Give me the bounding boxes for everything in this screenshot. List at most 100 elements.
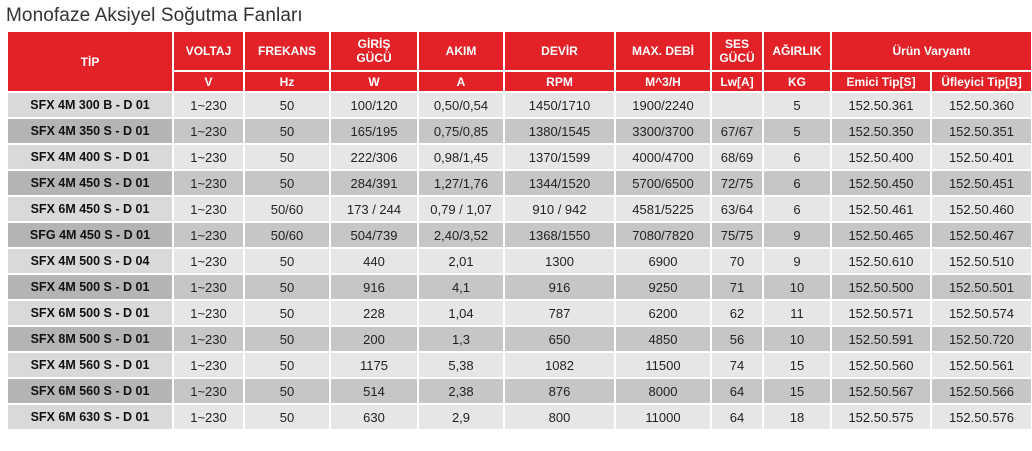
cell-voltaj: 1~230	[174, 405, 245, 431]
variant-emici-tip: Emici Tip[S]	[832, 72, 932, 93]
cell-ses-gucu: 72/75	[712, 171, 764, 197]
cell-max-debi: 1900/2240	[616, 93, 712, 119]
cell-emici-tip: 152.50.450	[832, 171, 932, 197]
cell-voltaj: 1~230	[174, 379, 245, 405]
cell-emici-tip: 152.50.591	[832, 327, 932, 353]
cell-ses-gucu: 67/67	[712, 119, 764, 145]
cell-devir: 800	[505, 405, 616, 431]
cell-giris-gucu: 440	[331, 249, 419, 275]
cell-akim: 1,04	[419, 301, 505, 327]
cell-giris-gucu: 165/195	[331, 119, 419, 145]
cell-frekans: 50	[245, 249, 331, 275]
cell-tip: SFX 4M 350 S - D 01	[8, 119, 174, 145]
cell-agirlik: 11	[764, 301, 832, 327]
cell-voltaj: 1~230	[174, 249, 245, 275]
cell-ses-gucu: 71	[712, 275, 764, 301]
cell-frekans: 50	[245, 353, 331, 379]
cell-max-debi: 4581/5225	[616, 197, 712, 223]
table-row: SFX 4M 500 S - D 04 1~230 50 440 2,01 1300 690…	[8, 249, 1031, 275]
cell-max-debi: 4000/4700	[616, 145, 712, 171]
cell-agirlik: 9	[764, 249, 832, 275]
cell-voltaj: 1~230	[174, 145, 245, 171]
cell-frekans: 50	[245, 301, 331, 327]
cell-giris-gucu: 630	[331, 405, 419, 431]
cell-frekans: 50	[245, 119, 331, 145]
cell-tip: SFX 8M 500 S - D 01	[8, 327, 174, 353]
cell-agirlik: 18	[764, 405, 832, 431]
cell-voltaj: 1~230	[174, 327, 245, 353]
cell-tip: SFX 6M 450 S - D 01	[8, 197, 174, 223]
unit-row: V Hz W A RPM M^3/H Lw[A] KG Emici Tip[S]…	[8, 72, 1031, 93]
table-row: SFX 6M 630 S - D 01 1~230 50 630 2,9 800 11000…	[8, 405, 1031, 431]
cell-agirlik: 6	[764, 197, 832, 223]
cell-agirlik: 15	[764, 353, 832, 379]
cell-akim: 0,79 / 1,07	[419, 197, 505, 223]
cell-ufleyici-tip: 152.50.574	[932, 301, 1031, 327]
cell-max-debi: 9250	[616, 275, 712, 301]
cell-ses-gucu: 64	[712, 379, 764, 405]
unit-agirlik: KG	[764, 72, 832, 93]
unit-max-debi: M^3/H	[616, 72, 712, 93]
cell-devir: 876	[505, 379, 616, 405]
cell-devir: 1082	[505, 353, 616, 379]
cell-emici-tip: 152.50.400	[832, 145, 932, 171]
cell-ufleyici-tip: 152.50.576	[932, 405, 1031, 431]
cell-devir: 916	[505, 275, 616, 301]
cell-akim: 0,50/0,54	[419, 93, 505, 119]
cell-emici-tip: 152.50.461	[832, 197, 932, 223]
cell-agirlik: 10	[764, 275, 832, 301]
table-row: SFX 4M 300 B - D 01 1~230 50 100/120 0,50/0,…	[8, 93, 1031, 119]
page-title: Monofaze Aksiyel Soğutma Fanları	[6, 5, 303, 26]
cell-giris-gucu: 173 / 244	[331, 197, 419, 223]
cell-emici-tip: 152.50.571	[832, 301, 932, 327]
table-row: SFX 8M 500 S - D 01 1~230 50 200 1,3 650 4850 5…	[8, 327, 1031, 353]
cell-voltaj: 1~230	[174, 353, 245, 379]
cell-akim: 0,98/1,45	[419, 145, 505, 171]
cell-tip: SFX 6M 630 S - D 01	[8, 405, 174, 431]
cell-akim: 1,27/1,76	[419, 171, 505, 197]
cell-devir: 1300	[505, 249, 616, 275]
cell-frekans: 50	[245, 171, 331, 197]
cell-voltaj: 1~230	[174, 171, 245, 197]
cell-frekans: 50	[245, 93, 331, 119]
column-header-max-debi: MAX. DEBİ	[616, 32, 712, 72]
cell-voltaj: 1~230	[174, 93, 245, 119]
cell-akim: 2,9	[419, 405, 505, 431]
cell-emici-tip: 152.50.560	[832, 353, 932, 379]
unit-voltaj: V	[174, 72, 245, 93]
cell-akim: 0,75/0,85	[419, 119, 505, 145]
cell-devir: 1368/1550	[505, 223, 616, 249]
cell-giris-gucu: 504/739	[331, 223, 419, 249]
cell-tip: SFX 4M 500 S - D 04	[8, 249, 174, 275]
cell-ufleyici-tip: 152.50.467	[932, 223, 1031, 249]
cell-devir: 650	[505, 327, 616, 353]
cell-ses-gucu: 74	[712, 353, 764, 379]
cell-max-debi: 3300/3700	[616, 119, 712, 145]
cell-ufleyici-tip: 152.50.451	[932, 171, 1031, 197]
column-header-agirlik: AĞIRLIK	[764, 32, 832, 72]
cell-ses-gucu: 70	[712, 249, 764, 275]
table-row: SFX 6M 450 S - D 01 1~230 50/60 173 / 244 0,…	[8, 197, 1031, 223]
cell-ufleyici-tip: 152.50.720	[932, 327, 1031, 353]
table-row: SFX 4M 400 S - D 01 1~230 50 222/306 0,98/1,…	[8, 145, 1031, 171]
cell-max-debi: 11000	[616, 405, 712, 431]
cell-ufleyici-tip: 152.50.566	[932, 379, 1031, 405]
cell-ufleyici-tip: 152.50.501	[932, 275, 1031, 301]
table-row: SFX 6M 500 S - D 01 1~230 50 228 1,04 787 6200…	[8, 301, 1031, 327]
cell-devir: 1450/1710	[505, 93, 616, 119]
unit-devir: RPM	[505, 72, 616, 93]
cell-emici-tip: 152.50.575	[832, 405, 932, 431]
cell-devir: 1380/1545	[505, 119, 616, 145]
cell-devir: 787	[505, 301, 616, 327]
cell-akim: 1,3	[419, 327, 505, 353]
cell-emici-tip: 152.50.567	[832, 379, 932, 405]
cell-tip: SFX 4M 560 S - D 01	[8, 353, 174, 379]
cell-frekans: 50	[245, 275, 331, 301]
cell-ufleyici-tip: 152.50.510	[932, 249, 1031, 275]
cell-tip: SFX 4M 300 B - D 01	[8, 93, 174, 119]
cell-giris-gucu: 200	[331, 327, 419, 353]
cell-max-debi: 6200	[616, 301, 712, 327]
cell-ufleyici-tip: 152.50.351	[932, 119, 1031, 145]
column-header-voltaj: VOLTAJ	[174, 32, 245, 72]
cell-agirlik: 15	[764, 379, 832, 405]
